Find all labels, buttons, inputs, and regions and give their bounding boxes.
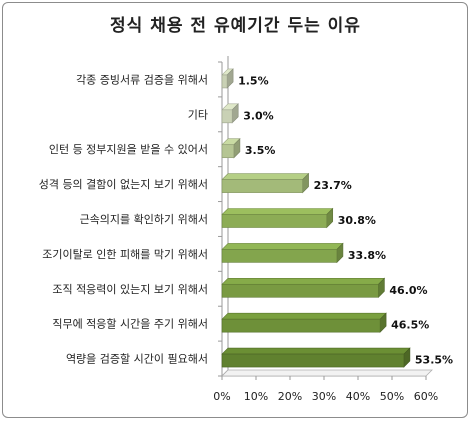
bar-top-face [221,277,386,285]
bar [221,214,328,228]
bar-top-face [221,243,344,250]
value-label: 3.5% [245,144,276,157]
value-label: 23.7% [314,179,352,192]
chart-title: 정식 채용 전 유예기간 두는 이유 [110,16,361,36]
bar-top-face [221,347,411,355]
category-label: 조직 적응력이 있는지 보기 위해서 [52,282,208,296]
x-tick-label: 10% [244,390,268,403]
x-tick-label: 60% [414,390,438,403]
value-label: 30.8% [338,214,376,227]
bar [221,179,303,193]
bar [221,353,405,368]
x-tick-label: 40% [346,390,370,403]
bar [221,318,381,333]
category-label: 각종 증빙서류 검증을 위해서 [76,72,208,86]
bar-top-face [221,208,334,215]
bar-top-face [221,173,310,180]
value-label: 1.5% [238,74,269,87]
category-label: 직무에 적응할 시간을 주기 위해서 [52,317,208,331]
bar [221,74,228,89]
value-label: 46.5% [391,319,429,332]
bar [221,283,379,298]
value-label: 3.0% [243,109,274,122]
value-label: 46.0% [389,284,427,297]
bar [221,249,338,263]
category-label: 근속의지를 확인하기 위해서 [80,212,208,226]
category-label: 조기이탈로 인한 피해를 막기 위해서 [42,247,208,261]
x-tick-label: 0% [213,390,230,403]
bar [221,109,233,124]
x-tick-label: 20% [278,390,302,403]
x-tick-label: 30% [312,390,336,403]
category-label: 역량을 검증할 시간이 필요해서 [66,352,208,366]
value-label: 33.8% [348,249,386,262]
bar-top-face [221,312,387,320]
category-label: 기타 [188,108,208,121]
category-label: 인턴 등 정부지원을 받을 수 있어서 [49,143,208,156]
plot-floor [221,369,433,377]
category-label: 성격 등의 결함이 없는지 보기 위해서 [39,177,208,191]
bar [221,144,235,159]
x-tick-label: 50% [380,390,404,403]
value-label: 53.5% [415,354,453,367]
